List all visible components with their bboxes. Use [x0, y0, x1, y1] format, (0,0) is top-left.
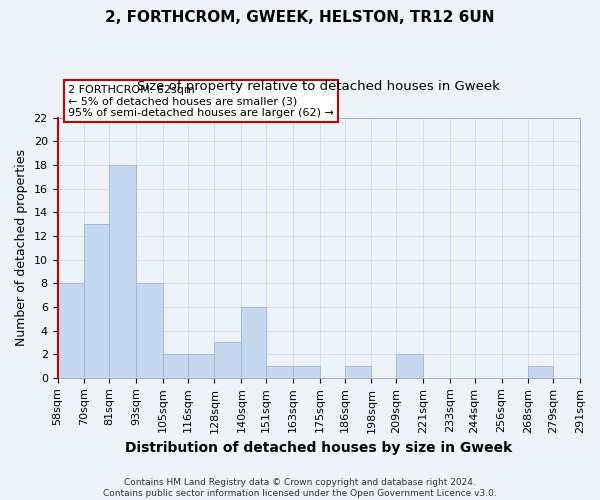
Bar — [136, 284, 163, 378]
Bar — [85, 224, 109, 378]
Bar — [266, 366, 293, 378]
Text: Contains HM Land Registry data © Crown copyright and database right 2024.
Contai: Contains HM Land Registry data © Crown c… — [103, 478, 497, 498]
Bar — [241, 307, 266, 378]
Y-axis label: Number of detached properties: Number of detached properties — [15, 150, 28, 346]
Title: Size of property relative to detached houses in Gweek: Size of property relative to detached ho… — [137, 80, 500, 93]
Bar — [396, 354, 423, 378]
Bar — [163, 354, 188, 378]
Bar — [344, 366, 371, 378]
Bar — [293, 366, 320, 378]
Bar — [109, 165, 136, 378]
Bar — [214, 342, 241, 378]
Text: 2, FORTHCROM, GWEEK, HELSTON, TR12 6UN: 2, FORTHCROM, GWEEK, HELSTON, TR12 6UN — [105, 10, 495, 25]
Bar — [58, 284, 85, 378]
X-axis label: Distribution of detached houses by size in Gweek: Distribution of detached houses by size … — [125, 441, 512, 455]
Bar — [529, 366, 553, 378]
Text: 2 FORTHCROM: 62sqm
← 5% of detached houses are smaller (3)
95% of semi-detached : 2 FORTHCROM: 62sqm ← 5% of detached hous… — [68, 84, 334, 118]
Bar — [188, 354, 214, 378]
